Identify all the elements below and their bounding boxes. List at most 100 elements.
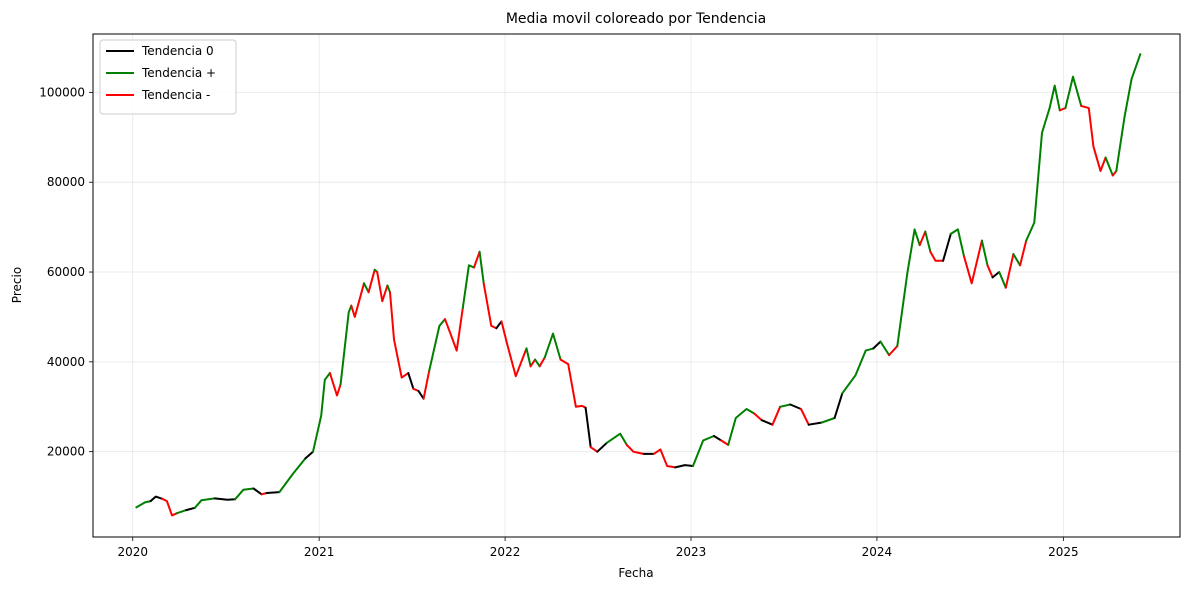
segment-tendencia-plus [428, 318, 446, 372]
x-tick-label: 2021 [304, 545, 335, 559]
segment-tendencia-minus [918, 230, 927, 247]
segment-tendencia-0 [872, 340, 882, 350]
x-tick-label: 2022 [490, 545, 521, 559]
segment-tendencia-minus [473, 250, 481, 269]
segment-tendencia-0 [584, 406, 592, 449]
x-tick-label: 2024 [862, 545, 893, 559]
segment-tendencia-0 [789, 403, 802, 410]
segment-tendencia-plus [998, 271, 1007, 289]
segment-tendencia-plus [1115, 53, 1142, 172]
segment-tendencia-plus [1012, 253, 1022, 267]
segment-tendencia-minus [1058, 107, 1067, 112]
x-tick-label: 2023 [676, 545, 707, 559]
series-lines [135, 53, 1142, 517]
segment-tendencia-plus [896, 228, 921, 348]
segment-tendencia-plus [386, 284, 391, 294]
segment-tendencia-minus [771, 405, 782, 426]
plot-frame [92, 33, 1181, 538]
y-tick-label: 100000 [39, 85, 85, 99]
segment-tendencia-0 [185, 506, 196, 512]
segment-tendencia-0 [265, 491, 281, 494]
segment-tendencia-minus [753, 412, 763, 422]
segment-tendencia-plus [525, 347, 532, 368]
segment-tendencia-0 [807, 421, 823, 426]
segment-tendencia-minus [589, 446, 599, 453]
segment-tendencia-plus [135, 500, 152, 509]
segment-tendencia-minus [500, 320, 528, 378]
segment-tendencia-plus [841, 347, 875, 395]
x-tick-label: 2025 [1048, 545, 1079, 559]
segment-tendencia-0 [674, 464, 694, 469]
segment-tendencia-plus [363, 282, 370, 294]
segment-tendencia-minus [986, 264, 994, 279]
segment-tendencia-plus [543, 332, 562, 361]
segment-tendencia-minus [1004, 253, 1015, 289]
legend-label-tendencia-plus: Tendencia + [141, 66, 216, 80]
y-tick-label: 80000 [47, 175, 85, 189]
segment-tendencia-0 [760, 419, 774, 426]
segment-tendencia-plus [606, 432, 628, 446]
segment-tendencia-plus [879, 340, 891, 357]
segment-tendencia-minus [529, 358, 537, 368]
segment-tendencia-plus [478, 250, 485, 285]
segment-tendencia-plus [193, 497, 216, 509]
segment-tendencia-plus [779, 403, 792, 408]
segment-tendencia-plus [1025, 84, 1061, 242]
segment-tendencia-minus [538, 356, 546, 368]
segment-tendencia-minus [1080, 104, 1107, 172]
segment-tendencia-plus [312, 372, 331, 453]
segment-tendencia-minus [888, 345, 899, 357]
y-tick-label: 40000 [47, 355, 85, 369]
y-tick-label: 60000 [47, 265, 85, 279]
segment-tendencia-minus [482, 282, 498, 330]
segment-tendencia-plus [820, 417, 836, 424]
segment-tendencia-plus [176, 509, 188, 515]
segment-tendencia-plus [1064, 75, 1083, 110]
segment-tendencia-0 [417, 390, 425, 400]
segment-tendencia-plus [234, 487, 255, 501]
segment-tendencia-plus [727, 408, 756, 446]
legend-label-tendencia-minus: Tendencia - [141, 88, 210, 102]
segment-tendencia-plus [924, 230, 932, 253]
segment-tendencia-minus [652, 448, 677, 469]
y-axis-label: Precio [10, 267, 24, 303]
segment-tendencia-minus [389, 291, 410, 379]
segment-tendencia-minus [376, 271, 389, 303]
legend-label-tendencia-0: Tendencia 0 [141, 44, 214, 58]
legend: Tendencia 0 Tendencia + Tendencia - [99, 39, 237, 115]
y-tick-label: 20000 [47, 445, 85, 459]
x-axis-label: Fecha [618, 566, 653, 580]
segment-tendencia-0 [495, 320, 503, 330]
segment-tendencia-minus [720, 439, 730, 446]
segment-tendencia-minus [1019, 239, 1028, 267]
segment-tendencia-minus [625, 443, 645, 455]
segment-tendencia-minus [367, 268, 376, 294]
chart-title: Media movil coloreado por Tendencia [506, 11, 766, 27]
x-tick-label: 2020 [117, 545, 148, 559]
segment-tendencia-plus [461, 264, 475, 309]
segment-tendencia-0 [149, 495, 164, 503]
segment-tendencia-plus [949, 228, 965, 258]
y-axis-ticks: 20000 40000 60000 80000 100000 [39, 85, 93, 459]
grid [93, 34, 1180, 537]
x-axis-ticks: 2020 2021 2022 2023 2024 2025 [117, 537, 1079, 559]
segment-tendencia-minus [328, 372, 342, 397]
segment-tendencia-0 [596, 441, 608, 453]
segment-tendencia-0 [712, 435, 723, 442]
segment-tendencia-minus [559, 358, 587, 409]
segment-tendencia-plus [534, 358, 541, 368]
segment-tendencia-minus [350, 282, 365, 318]
segment-tendencia-plus [692, 435, 715, 467]
segment-tendencia-plus [980, 239, 989, 267]
segment-tendencia-plus [1104, 156, 1114, 177]
segment-tendencia-plus [278, 457, 307, 494]
segment-tendencia-0 [942, 232, 952, 262]
segment-tendencia-0 [213, 497, 237, 501]
segment-tendencia-0 [252, 487, 263, 496]
segment-tendencia-minus [929, 250, 945, 262]
segment-tendencia-0 [991, 271, 1001, 279]
segment-tendencia-minus [800, 408, 810, 426]
segment-tendencia-minus [161, 497, 178, 517]
segment-tendencia-minus [963, 239, 983, 285]
